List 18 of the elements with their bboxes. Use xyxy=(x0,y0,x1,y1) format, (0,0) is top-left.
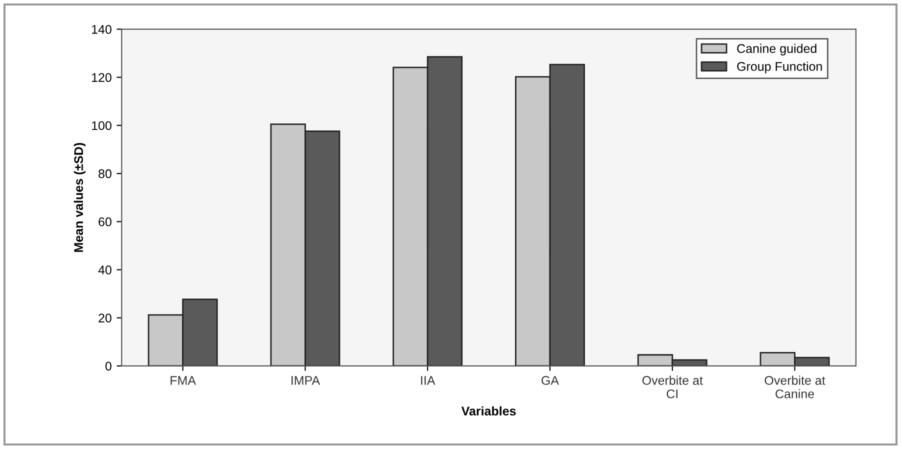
y-tick-label: 100 xyxy=(92,121,112,130)
x-tick-label: Overbite at CI xyxy=(642,376,703,398)
y-tick-label: 40 xyxy=(98,266,112,274)
y-tick-label: 20 xyxy=(98,314,112,322)
y-axis-title: Mean values (±SD) xyxy=(74,142,86,252)
x-tick-label: GA xyxy=(542,376,559,385)
y-tick-label: 60 xyxy=(98,217,112,226)
y-tick-label: 140 xyxy=(92,24,112,34)
y-tick-label: 0 xyxy=(105,362,112,371)
y-tick-label: 120 xyxy=(92,73,112,82)
x-tick-label: IIA xyxy=(421,376,436,385)
x-axis-title: Variables xyxy=(461,406,516,416)
legend-label: Canine guided xyxy=(737,44,816,56)
y-tick-label: 80 xyxy=(98,169,112,178)
x-tick-label: FMA xyxy=(170,376,196,385)
x-tick-label: Overbite at Canine xyxy=(764,376,826,398)
legend-label: Group Function xyxy=(737,62,822,74)
x-tick-label: IMPA xyxy=(292,376,320,385)
